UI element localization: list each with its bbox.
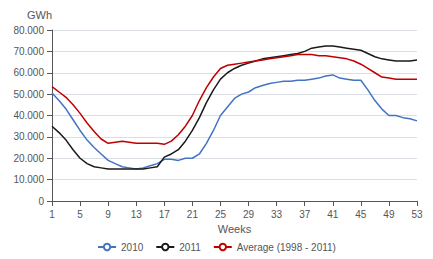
svg-text:2011: 2011 — [179, 242, 201, 253]
svg-text:13: 13 — [131, 209, 143, 220]
svg-text:21: 21 — [187, 209, 199, 220]
svg-text:9: 9 — [105, 209, 111, 220]
svg-text:29: 29 — [243, 209, 255, 220]
svg-text:49: 49 — [383, 209, 395, 220]
svg-text:40.000: 40.000 — [13, 110, 44, 121]
svg-text:Average (1998 - 2011): Average (1998 - 2011) — [237, 242, 336, 253]
svg-text:GWh: GWh — [27, 9, 52, 21]
svg-text:0: 0 — [38, 196, 44, 207]
svg-text:80.000: 80.000 — [13, 25, 44, 36]
svg-text:37: 37 — [299, 209, 311, 220]
svg-text:5: 5 — [77, 209, 83, 220]
svg-text:53: 53 — [411, 209, 423, 220]
svg-text:20.000: 20.000 — [13, 153, 44, 164]
svg-text:2010: 2010 — [121, 242, 144, 253]
svg-text:25: 25 — [215, 209, 227, 220]
svg-text:70.000: 70.000 — [13, 46, 44, 57]
svg-text:33: 33 — [271, 209, 283, 220]
svg-text:50.000: 50.000 — [13, 89, 44, 100]
svg-text:45: 45 — [355, 209, 367, 220]
svg-text:10.000: 10.000 — [13, 174, 44, 185]
svg-text:1: 1 — [49, 209, 55, 220]
svg-text:Weeks: Weeks — [218, 223, 252, 235]
svg-text:41: 41 — [327, 209, 339, 220]
svg-text:30.000: 30.000 — [13, 131, 44, 142]
svg-text:17: 17 — [159, 209, 171, 220]
svg-text:60.000: 60.000 — [13, 67, 44, 78]
